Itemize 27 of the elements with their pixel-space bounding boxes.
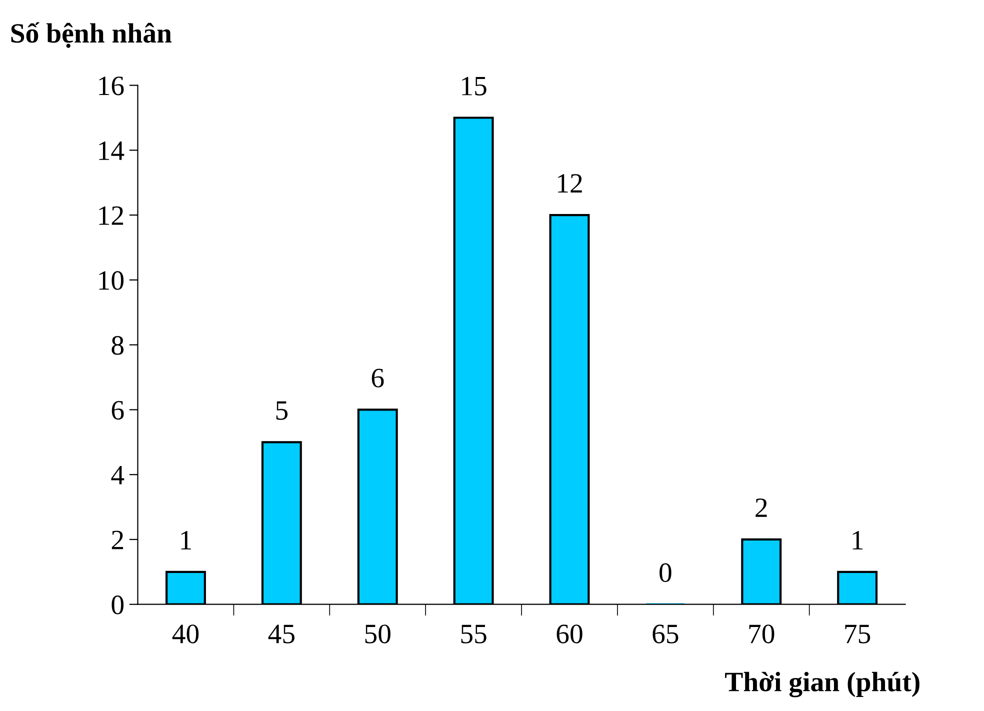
data-label: 0: [660, 563, 672, 582]
data-label: 6: [372, 368, 384, 388]
x-tick-label: 70: [749, 624, 774, 644]
x-tick-label: 40: [172, 624, 199, 644]
y-tick-label: 4: [111, 466, 124, 484]
y-tick-label: 10: [99, 271, 124, 290]
y-tick-label: 12: [99, 206, 124, 225]
x-tick-label: 50: [365, 624, 390, 644]
y-tick-label: 8: [112, 336, 124, 355]
data-label: 12: [558, 174, 582, 192]
y-tick-label: 14: [99, 142, 124, 160]
data-label: 15: [462, 76, 486, 96]
y-tick-label: 0: [112, 596, 124, 614]
data-label: 1: [181, 530, 192, 550]
x-tick-label: 60: [556, 624, 582, 644]
x-tick-label: 65: [652, 624, 678, 644]
data-label: 2: [756, 498, 767, 517]
x-axis-title: Thời gian (phút): [725, 672, 920, 698]
y-tick-label: 2: [112, 530, 124, 550]
x-tick-label: 55: [461, 624, 486, 644]
x-tick-label: 75: [845, 624, 870, 644]
y-tick-label: 16: [99, 76, 124, 96]
y-axis-title: Số bệnh nhân: [11, 22, 172, 48]
data-label: 5: [276, 401, 288, 420]
y-tick-label: 6: [112, 400, 124, 420]
x-tick-label: 45: [268, 624, 294, 644]
data-label: 1: [852, 530, 863, 550]
